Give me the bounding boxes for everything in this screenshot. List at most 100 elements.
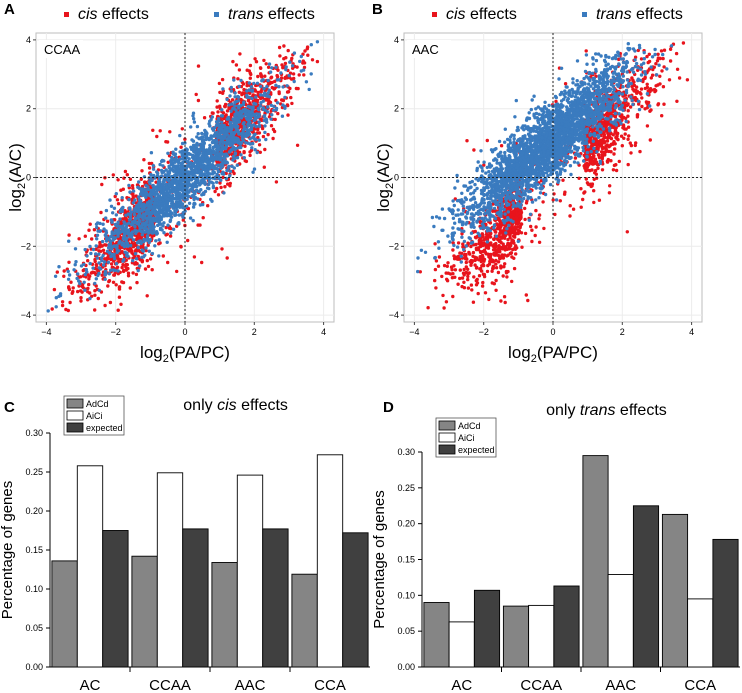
data-point [514, 252, 518, 256]
data-point [124, 253, 129, 258]
data-point [188, 216, 193, 220]
data-point [217, 119, 221, 123]
data-point [213, 189, 217, 194]
data-point [250, 141, 255, 146]
data-point [267, 62, 272, 66]
data-point [163, 195, 167, 199]
data-point [206, 149, 211, 153]
data-point [162, 169, 166, 174]
data-point [659, 49, 664, 53]
data-point [248, 150, 252, 154]
data-point [169, 194, 173, 199]
data-point [626, 102, 630, 106]
data-point [213, 166, 217, 170]
data-point [243, 159, 247, 163]
data-point [50, 307, 54, 311]
data-point [233, 91, 237, 95]
data-point [451, 294, 455, 299]
data-point [245, 83, 249, 88]
legend-label-rest: effects [632, 6, 683, 23]
data-point [215, 186, 219, 191]
data-point [277, 45, 282, 50]
data-point [121, 236, 126, 240]
data-point [217, 81, 222, 86]
data-point [481, 233, 485, 237]
data-point [248, 63, 253, 68]
data-point [217, 133, 222, 137]
data-point [252, 167, 257, 171]
data-point [584, 167, 588, 171]
data-point [77, 237, 81, 241]
data-point [252, 81, 256, 86]
data-point [101, 253, 105, 258]
legend-label-rest: effects [264, 6, 315, 23]
data-point [62, 269, 66, 273]
data-point [658, 74, 662, 79]
legend: cis effects trans effects [64, 6, 315, 23]
data-point [148, 257, 153, 261]
data-point [626, 162, 630, 167]
data-point [117, 295, 122, 299]
data-point [86, 290, 90, 294]
data-point [152, 173, 156, 178]
data-point [72, 268, 76, 272]
data-point [101, 222, 105, 226]
data-point [291, 72, 296, 76]
data-point [444, 271, 448, 275]
data-point [260, 75, 264, 79]
data-point [73, 263, 77, 267]
data-point [100, 273, 104, 277]
data-point [158, 241, 162, 245]
data-point [628, 141, 632, 145]
data-point [433, 242, 437, 246]
data-point [154, 196, 158, 200]
data-point [57, 265, 61, 269]
data-point [113, 229, 118, 233]
data-point [285, 103, 290, 107]
data-point [290, 101, 294, 106]
data-point [143, 188, 148, 192]
data-point [62, 274, 66, 278]
data-point [208, 124, 212, 128]
data-point [95, 225, 99, 230]
data-point [262, 165, 266, 169]
data-point [243, 144, 247, 148]
data-point [197, 136, 201, 141]
data-point [150, 220, 154, 225]
legend-label-italic: trans [228, 6, 264, 23]
data-point [253, 148, 257, 152]
data-point [181, 178, 185, 183]
data-point [127, 218, 132, 222]
data-point [288, 60, 292, 64]
data-point [172, 204, 176, 208]
data-point [655, 59, 660, 63]
data-point [202, 116, 207, 120]
data-point [101, 248, 106, 252]
data-point [95, 256, 100, 260]
data-point [498, 224, 503, 229]
data-point [266, 105, 270, 109]
data-point [242, 156, 246, 160]
data-point [140, 248, 144, 252]
data-point [230, 102, 234, 106]
data-point [212, 150, 217, 155]
data-point [228, 173, 232, 178]
data-point [309, 43, 313, 47]
data-point [211, 128, 216, 132]
data-point [75, 276, 79, 281]
data-point [196, 98, 201, 103]
data-point [154, 201, 159, 205]
data-point [681, 41, 686, 45]
data-point [140, 233, 144, 237]
data-point [303, 49, 307, 53]
data-point [511, 234, 516, 238]
data-point [242, 121, 246, 125]
data-point [123, 232, 127, 236]
data-point [449, 265, 454, 269]
data-point [232, 138, 236, 142]
data-point [191, 111, 196, 115]
data-point [262, 58, 266, 63]
data-point [154, 211, 159, 215]
data-point [252, 118, 256, 123]
